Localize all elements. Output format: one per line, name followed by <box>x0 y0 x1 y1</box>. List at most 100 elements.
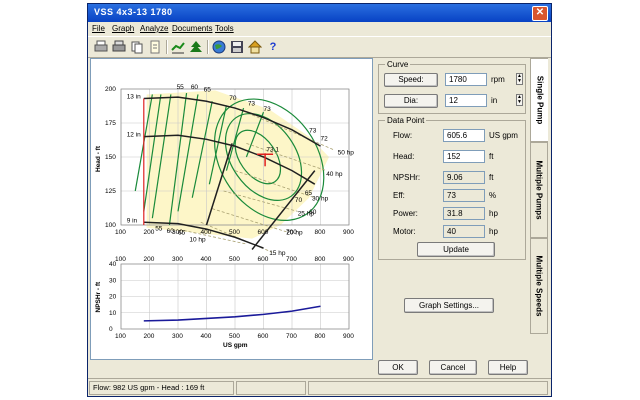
toolbar-separator <box>207 40 209 54</box>
efficiency-label: 73 <box>309 128 317 135</box>
tab-multiple-pumps-label: Multiple Pumps <box>534 160 544 220</box>
tree-icon[interactable] <box>189 40 203 54</box>
tab-multiple-speeds[interactable]: Multiple Speeds <box>530 238 548 334</box>
cancel-button[interactable]: Cancel <box>429 360 477 375</box>
x-tick-label: 600 <box>258 333 269 340</box>
flow-label: Flow: <box>393 131 413 140</box>
y-tick-label: 20 <box>109 294 117 301</box>
x-tick-label: 400 <box>201 256 212 263</box>
y-tick-label: 150 <box>105 154 116 161</box>
dia-spinner[interactable]: ▲ ▼ <box>516 94 523 106</box>
x-tick-label: 300 <box>172 256 183 263</box>
speed-spinner[interactable]: ▲ ▼ <box>516 73 523 85</box>
flow-unit: US gpm <box>489 131 518 140</box>
power-curve <box>212 208 287 233</box>
menu-documents[interactable]: Documents <box>172 24 213 33</box>
npshr-unit: ft <box>489 173 494 182</box>
dia-field[interactable]: 12 <box>445 94 487 107</box>
head-curve <box>143 134 316 185</box>
pump-curve-graph[interactable]: 100 200 300 400 500 600 700 800 900 100 125 150 175 2… <box>90 58 373 360</box>
graph-settings-button[interactable]: Graph Settings... <box>404 298 494 313</box>
efficiency-label: 72 <box>321 136 329 143</box>
x-tick-label: 300 <box>172 333 183 340</box>
y-tick-label: 10 <box>109 310 117 317</box>
eff-field: 73 <box>443 189 485 202</box>
help-icon[interactable]: ? <box>269 41 277 53</box>
status-text: Flow: 982 US gpm - Head : 169 ft <box>89 381 234 395</box>
menu-bar: File Graph Analyze Documents Tools <box>88 22 551 36</box>
efficiency-label: 60 <box>191 84 199 91</box>
efficiency-curve <box>245 111 265 158</box>
x-tick-label: 200 <box>144 256 155 263</box>
curve-group: Curve Speed: 1780 rpm ▲ ▼ Dia: 12 in ▲ ▼ <box>378 60 526 114</box>
y-tick-label: 40 <box>109 261 117 268</box>
power-field: 31.8 <box>443 207 485 220</box>
print-icon[interactable] <box>94 40 108 54</box>
x-tick-label: 900 <box>343 256 354 263</box>
x-tick-label: 900 <box>343 229 354 236</box>
speed-unit: rpm <box>491 75 505 84</box>
app-window: VSS 4x3-13 1780 ✕ File Graph Analyze Doc… <box>87 3 552 397</box>
title-bar[interactable]: VSS 4x3-13 1780 ✕ <box>88 4 551 22</box>
x-tick-label: 700 <box>286 229 297 236</box>
update-button[interactable]: Update <box>417 242 495 257</box>
menu-file[interactable]: File <box>92 24 105 33</box>
efficiency-label: 73 <box>264 106 272 113</box>
head-field[interactable]: 152 <box>443 150 485 163</box>
window-title: VSS 4x3-13 1780 <box>94 7 173 17</box>
y-tick-label: 30 <box>109 277 117 284</box>
menu-graph[interactable]: Graph <box>112 24 135 33</box>
save-icon[interactable] <box>230 40 244 54</box>
efficiency-island <box>234 129 282 185</box>
npshr-curve <box>143 305 321 322</box>
efficiency-label: 70 <box>295 197 303 204</box>
efficiency-curve <box>168 93 188 226</box>
npshr-label: NPSHr: <box>393 173 421 182</box>
pump-curve-svg[interactable]: 100 200 300 400 500 600 700 800 9001001251501752… <box>91 59 372 359</box>
print-preview-icon[interactable] <box>112 40 126 54</box>
npsh-frame <box>120 263 350 330</box>
power-label: 20 hp <box>286 230 303 237</box>
menu-tools[interactable]: Tools <box>215 24 234 33</box>
properties-panel: Curve Speed: 1780 rpm ▲ ▼ Dia: 12 in ▲ ▼ D… <box>376 58 540 360</box>
power-label: 15 hp <box>269 250 286 257</box>
impeller-label: 12 in <box>127 132 141 139</box>
efficiency-island <box>214 98 325 221</box>
x-tick-label: 800 <box>315 256 326 263</box>
speed-button[interactable]: Speed: <box>384 73 438 87</box>
x-tick-label: 500 <box>229 333 240 340</box>
x-tick-label: 800 <box>315 333 326 340</box>
speed-field[interactable]: 1780 <box>445 73 487 86</box>
toolbar: ? <box>88 36 551 58</box>
power-label: 25 hp <box>298 210 315 217</box>
power-curve <box>183 230 247 245</box>
motor-field: 40 <box>443 225 485 238</box>
tab-multiple-pumps[interactable]: Multiple Pumps <box>530 142 548 238</box>
head-label: Head: <box>393 152 415 161</box>
ok-button[interactable]: OK <box>378 360 418 375</box>
home-icon[interactable] <box>247 40 263 54</box>
x-tick-label: 600 <box>258 229 269 236</box>
chart-icon[interactable] <box>171 40 185 54</box>
efficiency-label: 70 <box>229 95 237 102</box>
power-curve <box>200 221 273 253</box>
flow-field[interactable]: 605.6 <box>443 129 485 142</box>
x-tick-label: 900 <box>343 333 354 340</box>
copy-icon[interactable] <box>130 40 144 54</box>
tab-single-pump[interactable]: Single Pump <box>530 58 548 142</box>
efficiency-label: 65 <box>204 87 212 94</box>
y-axis-label: Head - ft <box>95 145 102 172</box>
power-label: 50 hp <box>338 149 355 156</box>
eff-label: Eff: <box>393 191 405 200</box>
menu-analyze[interactable]: Analyze <box>140 24 169 33</box>
close-button[interactable]: ✕ <box>532 6 548 21</box>
dia-button[interactable]: Dia: <box>384 94 438 108</box>
x-tick-label: 100 <box>115 256 126 263</box>
notes-icon[interactable] <box>148 40 162 54</box>
globe-icon[interactable] <box>212 40 226 54</box>
y-tick-label: 0 <box>109 326 113 333</box>
view-tabs: Single Pump Multiple Pumps Multiple Spee… <box>530 58 548 348</box>
help-button[interactable]: Help <box>488 360 528 375</box>
efficiency-curve <box>177 94 199 212</box>
power-label: 30 hp <box>312 196 329 203</box>
